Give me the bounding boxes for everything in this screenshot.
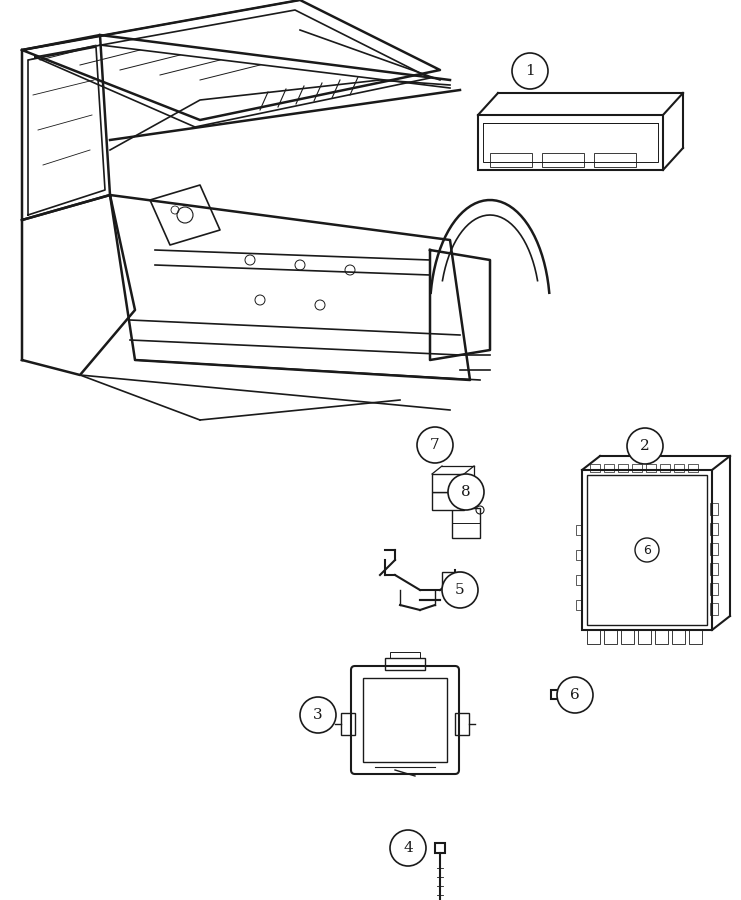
Text: 1: 1: [525, 64, 535, 78]
Circle shape: [448, 474, 484, 510]
Circle shape: [557, 677, 593, 713]
Text: 2: 2: [640, 439, 650, 453]
Text: 4: 4: [403, 841, 413, 855]
Circle shape: [442, 572, 478, 608]
FancyBboxPatch shape: [432, 474, 464, 492]
Text: 7: 7: [431, 438, 440, 452]
FancyBboxPatch shape: [582, 470, 712, 630]
Text: 6: 6: [643, 544, 651, 556]
Text: 8: 8: [461, 485, 471, 499]
Circle shape: [627, 428, 663, 464]
Circle shape: [417, 427, 453, 463]
Circle shape: [300, 697, 336, 733]
Text: 5: 5: [455, 583, 465, 597]
Text: 6: 6: [570, 688, 580, 702]
FancyBboxPatch shape: [478, 115, 663, 170]
Circle shape: [512, 53, 548, 89]
FancyBboxPatch shape: [452, 508, 480, 538]
Circle shape: [390, 830, 426, 866]
FancyBboxPatch shape: [432, 492, 464, 510]
Text: 3: 3: [313, 708, 323, 722]
